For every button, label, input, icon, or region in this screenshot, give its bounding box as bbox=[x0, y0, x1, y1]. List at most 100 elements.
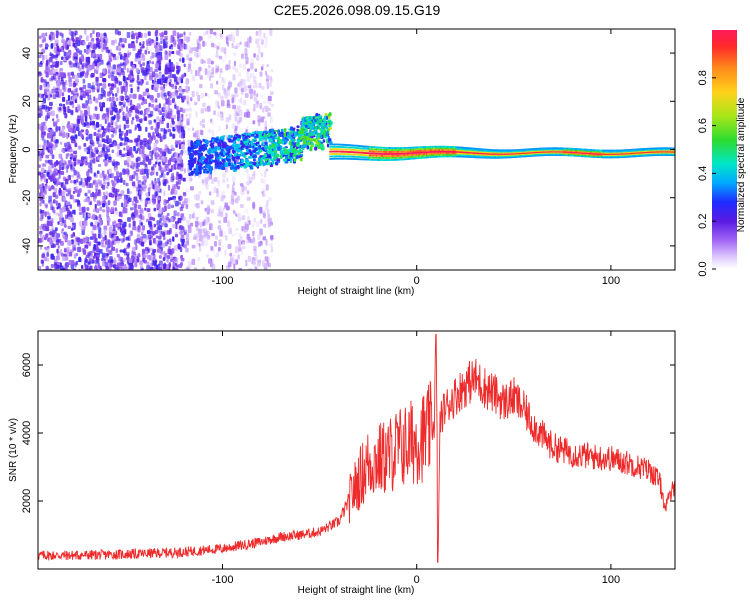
noise-cell bbox=[159, 36, 164, 41]
noise-cell bbox=[194, 51, 197, 57]
noise-cell bbox=[107, 153, 111, 157]
noise-cell bbox=[114, 167, 118, 173]
signal-cell bbox=[261, 143, 264, 147]
noise-cell bbox=[143, 98, 148, 105]
noise-cell bbox=[157, 235, 162, 240]
signal-cell bbox=[272, 135, 275, 141]
noise-cell bbox=[245, 41, 249, 46]
noise-cell bbox=[172, 98, 175, 104]
noise-cell bbox=[242, 63, 247, 70]
noise-cell bbox=[153, 207, 157, 212]
noise-cell bbox=[87, 261, 91, 265]
signal-cell bbox=[291, 141, 295, 146]
noise-cell bbox=[246, 111, 251, 118]
noise-cell bbox=[59, 32, 64, 37]
noise-cell bbox=[233, 113, 237, 118]
noise-cell bbox=[131, 43, 136, 48]
noise-cell bbox=[62, 96, 66, 102]
noise-cell bbox=[172, 236, 175, 242]
noise-cell bbox=[168, 158, 171, 163]
signal-cell bbox=[206, 163, 211, 169]
noise-cell bbox=[150, 235, 153, 239]
noise-cell bbox=[45, 115, 48, 121]
noise-cell bbox=[80, 87, 84, 93]
noise-cell bbox=[48, 195, 52, 202]
signal-cell bbox=[280, 131, 284, 135]
noise-cell bbox=[136, 233, 141, 238]
noise-cell bbox=[193, 194, 197, 200]
noise-cell bbox=[63, 163, 68, 170]
noise-cell bbox=[149, 56, 153, 60]
noise-cell bbox=[110, 52, 114, 56]
signal-cell bbox=[227, 156, 231, 159]
noise-cell bbox=[255, 31, 259, 36]
noise-cell bbox=[226, 183, 230, 189]
noise-cell bbox=[256, 221, 260, 227]
noise-cell bbox=[85, 35, 89, 42]
noise-cell bbox=[155, 191, 158, 197]
noise-cell bbox=[87, 83, 91, 89]
noise-cell bbox=[192, 127, 195, 131]
noise-cell bbox=[85, 236, 88, 241]
noise-cell bbox=[160, 86, 164, 91]
noise-cell bbox=[259, 102, 263, 109]
noise-cell bbox=[177, 217, 182, 224]
noise-cell bbox=[191, 258, 196, 266]
noise-cell bbox=[150, 171, 153, 176]
noise-cell bbox=[170, 165, 174, 170]
noise-cell bbox=[85, 156, 88, 162]
noise-cell bbox=[75, 170, 79, 174]
noise-cell bbox=[149, 216, 154, 221]
noise-cell bbox=[45, 94, 48, 99]
noise-cell bbox=[154, 259, 158, 264]
noise-cell bbox=[229, 252, 233, 257]
noise-cell bbox=[204, 41, 207, 47]
noise-cell bbox=[105, 46, 109, 53]
noise-cell bbox=[210, 246, 214, 251]
noise-cell bbox=[235, 125, 238, 131]
noise-cell bbox=[112, 225, 116, 231]
noise-cell bbox=[132, 93, 137, 99]
noise-cell bbox=[154, 229, 159, 235]
signal-cell bbox=[287, 135, 292, 139]
signal-cell bbox=[193, 160, 197, 164]
noise-cell bbox=[62, 255, 67, 261]
noise-cell bbox=[88, 98, 93, 105]
noise-cell bbox=[114, 39, 117, 44]
noise-cell bbox=[190, 69, 193, 75]
noise-cell bbox=[125, 120, 129, 124]
noise-cell bbox=[51, 60, 56, 65]
signal-cell bbox=[274, 133, 278, 137]
noise-cell bbox=[67, 188, 72, 193]
noise-cell bbox=[71, 260, 75, 265]
noise-cell bbox=[112, 53, 116, 58]
noise-cell bbox=[163, 92, 167, 97]
noise-cell bbox=[194, 101, 197, 106]
noise-cell bbox=[223, 79, 226, 85]
noise-cell bbox=[266, 199, 269, 207]
noise-cell bbox=[64, 267, 68, 270]
noise-cell bbox=[122, 75, 126, 82]
noise-cell bbox=[222, 178, 226, 184]
noise-cell bbox=[135, 150, 139, 154]
signal-cell bbox=[190, 154, 194, 158]
noise-cell bbox=[111, 122, 114, 126]
noise-cell bbox=[174, 101, 177, 105]
noise-cell bbox=[98, 124, 103, 128]
noise-cell bbox=[121, 38, 125, 43]
noise-cell bbox=[89, 153, 93, 159]
noise-cell bbox=[112, 64, 117, 70]
noise-cell bbox=[147, 113, 152, 118]
noise-cell bbox=[114, 29, 119, 35]
noise-cell bbox=[120, 232, 124, 236]
signal-cell bbox=[322, 139, 326, 143]
noise-cell bbox=[138, 31, 141, 38]
noise-cell bbox=[195, 216, 199, 221]
noise-cell bbox=[120, 68, 124, 72]
noise-cell bbox=[190, 97, 193, 102]
noise-cell bbox=[101, 126, 105, 131]
noise-cell bbox=[152, 184, 155, 189]
signal-cell bbox=[280, 152, 283, 155]
noise-cell bbox=[251, 80, 255, 85]
noise-cell bbox=[125, 236, 130, 241]
